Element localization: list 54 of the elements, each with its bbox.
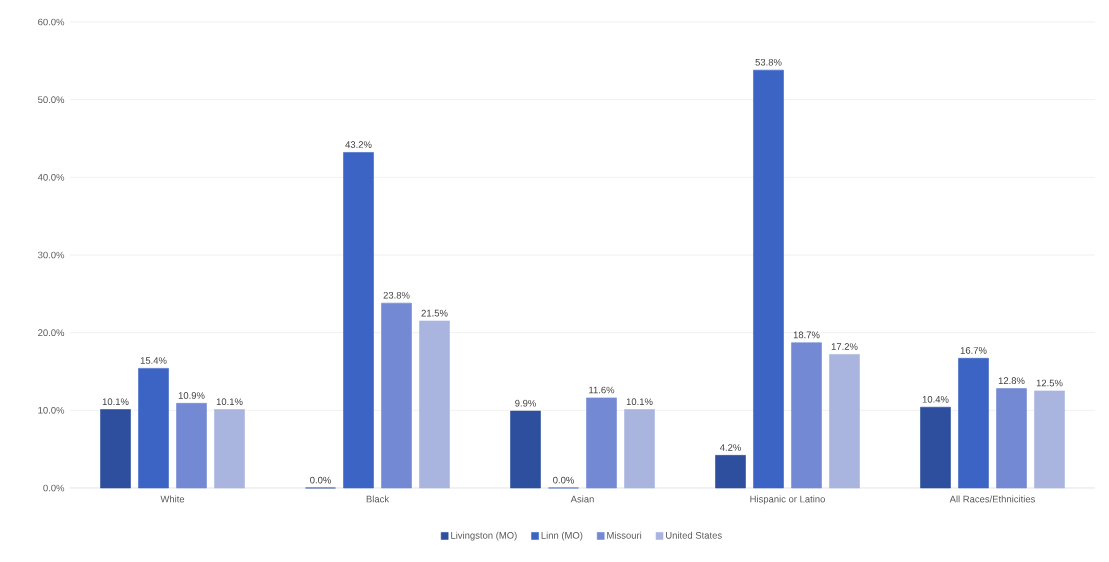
- legend-label: Missouri: [607, 531, 642, 539]
- bar: [381, 302, 412, 489]
- bar: [996, 388, 1027, 489]
- bar: [753, 69, 784, 489]
- data-label: 16.7%: [960, 347, 987, 354]
- bar: [214, 409, 245, 489]
- data-label: 4.2%: [719, 444, 741, 451]
- y-tick-label: 20.0%: [38, 329, 65, 336]
- y-tick-label: 30.0%: [38, 251, 65, 259]
- y-tick-label: 40.0%: [37, 173, 65, 181]
- data-label: 10.4%: [922, 395, 949, 403]
- data-label: 10.1%: [626, 398, 653, 406]
- x-tick-label: Asian: [570, 495, 594, 503]
- data-label: 43.2%: [345, 141, 372, 148]
- y-tick-label: 10.0%: [38, 406, 65, 414]
- data-label: 0.0%: [553, 476, 574, 484]
- bar: [1034, 390, 1065, 489]
- data-label: 10.9%: [178, 392, 205, 399]
- legend-label: Livingston (MO): [451, 531, 517, 541]
- data-label: 10.1%: [102, 398, 129, 406]
- data-label: 53.8%: [755, 58, 782, 66]
- bar: [419, 320, 450, 489]
- legend-label: United States: [666, 531, 722, 539]
- y-tick-label: 50.0%: [38, 96, 65, 104]
- bar: [624, 409, 655, 489]
- y-tick-label: 60.0%: [38, 18, 65, 26]
- data-label: 10.1%: [216, 398, 243, 406]
- data-label: 23.8%: [383, 291, 410, 299]
- bar: [715, 455, 746, 489]
- bar: [100, 409, 131, 489]
- bar: [920, 406, 951, 489]
- data-label: 17.2%: [831, 343, 858, 350]
- x-tick-label: Hispanic or Latino: [750, 495, 825, 505]
- data-label: 15.4%: [140, 357, 167, 364]
- data-label: 0.0%: [310, 476, 331, 484]
- bar: [343, 152, 374, 489]
- bar: [138, 368, 169, 489]
- legend-label: Linn (MO): [541, 531, 583, 541]
- bar: [829, 354, 860, 489]
- bar: [791, 342, 822, 489]
- bar: [586, 397, 617, 489]
- data-label: 11.6%: [589, 386, 615, 394]
- bar: [958, 357, 989, 489]
- bar: [510, 410, 541, 489]
- x-tick-label: White: [160, 495, 185, 503]
- y-tick-label: 0.0%: [43, 484, 65, 492]
- x-tick-label: Black: [366, 495, 390, 503]
- data-label: 12.8%: [998, 377, 1025, 385]
- bar: [176, 403, 207, 489]
- data-label: 9.9%: [515, 399, 536, 407]
- data-label: 18.7%: [793, 331, 820, 339]
- data-label: 21.5%: [421, 309, 448, 317]
- x-tick-label: All Races/Ethnicities: [949, 495, 1035, 503]
- data-label: 12.5%: [1036, 379, 1063, 387]
